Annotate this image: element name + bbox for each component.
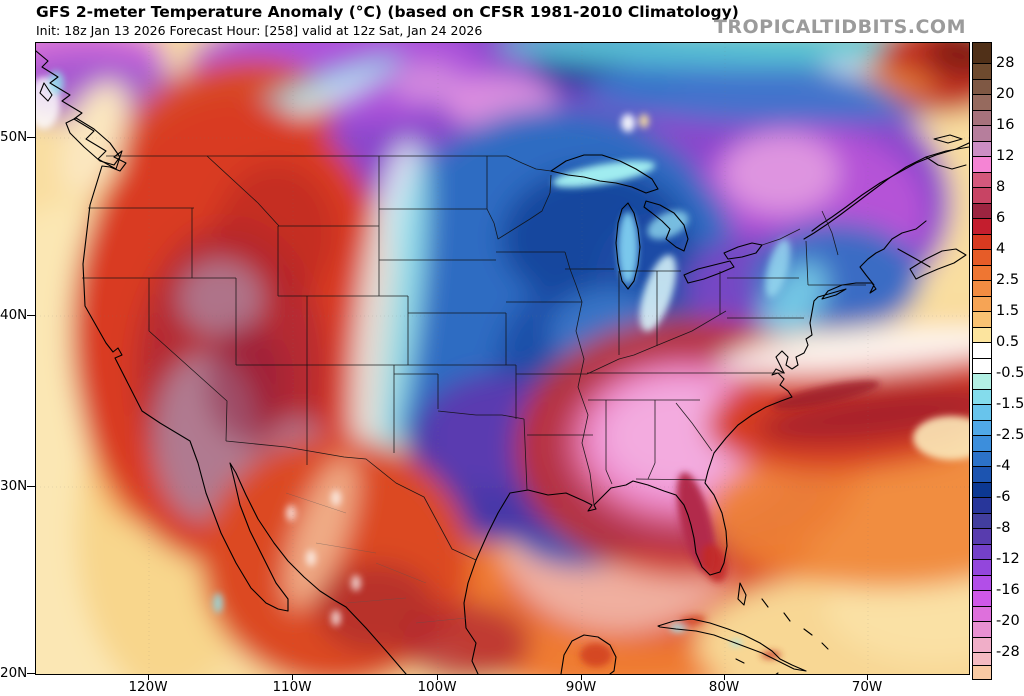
tropicaltidbits-watermark: TROPICALTIDBITS.COM: [713, 16, 966, 38]
colorbar-segment: [973, 188, 991, 204]
colorbar-label: 1.5: [996, 303, 1020, 319]
colorbar-segment: [973, 544, 991, 560]
colorbar-segment: [973, 358, 991, 374]
colorbar-label: -28: [996, 644, 1020, 660]
colorbar-label: -0.5: [996, 365, 1024, 381]
colorbar-labels: 28 20 16 12 8 6 4 2.5 1.5 0.5 -0.5 -1.5 -2.5 -4 -6 -8 -1…: [996, 42, 1024, 678]
colorbar-segment: [973, 343, 991, 359]
colorbar-segment: [973, 265, 991, 281]
colorbar-label: 8: [996, 179, 1006, 195]
lat-tick: [27, 315, 35, 316]
colorbar-label: -16: [996, 582, 1020, 598]
colorbar-segment: [973, 389, 991, 405]
lon-tick-label: 110W: [272, 679, 312, 695]
colorbar-label: -8: [996, 520, 1011, 536]
lon-tick: [148, 674, 149, 680]
lon-tick: [581, 674, 582, 680]
colorbar-segment: [973, 405, 991, 421]
anomaly-blobs-small: [36, 71, 969, 667]
colorbar-segment: [973, 141, 991, 157]
colorbar-segment: [973, 64, 991, 80]
lat-tick: [27, 137, 35, 138]
colorbar-label: 6: [996, 210, 1006, 226]
colorbar-segment: [973, 560, 991, 576]
lat-tick-label: 20N: [0, 665, 28, 681]
colorbar-segment: [973, 234, 991, 250]
colorbar-label: -1.5: [996, 396, 1024, 412]
colorbar-segment: [973, 312, 991, 328]
lat-tick: [27, 673, 35, 674]
colorbar-label: 4: [996, 241, 1006, 257]
colorbar-segment: [973, 529, 991, 545]
colorbar-label: -20: [996, 613, 1020, 629]
colorbar-segment: [973, 606, 991, 622]
colorbar-segment: [973, 281, 991, 297]
map-title: GFS 2-meter Temperature Anomaly (°C) (ba…: [36, 3, 739, 21]
colorbar-segment: [973, 513, 991, 529]
colorbar-segment: [973, 374, 991, 390]
colorbar-segment: [973, 666, 991, 679]
lon-tick-label: 70W: [851, 679, 883, 695]
colorbar-segment: [973, 79, 991, 95]
colorbar-label: 16: [996, 117, 1015, 133]
colorbar-segment: [973, 110, 991, 126]
temperature-anomaly-field: [36, 43, 969, 674]
colorbar-label: 2.5: [996, 272, 1020, 288]
colorbar-segment: [973, 296, 991, 312]
colorbar-segment: [973, 482, 991, 498]
colorbar-segment: [973, 172, 991, 188]
lon-tick: [867, 674, 868, 680]
lon-tick-label: 80W: [708, 679, 740, 695]
lon-tick-label: 100W: [417, 679, 457, 695]
mexico-state-borders: [285, 492, 467, 624]
lon-tick: [292, 674, 293, 680]
colorbar-segment: [973, 498, 991, 514]
map-subtitle: Init: 18z Jan 13 2026 Forecast Hour: [25…: [36, 23, 483, 38]
lat-tick-label: 30N: [0, 478, 28, 494]
anomaly-blobs-large: [36, 43, 969, 674]
colorbar-label: -12: [996, 551, 1020, 567]
colorbar-segment: [973, 43, 991, 64]
colorbar-segment: [973, 467, 991, 483]
lon-tick-label: 90W: [565, 679, 597, 695]
colorbar-segment: [973, 95, 991, 111]
colorbar-segment: [973, 622, 991, 638]
lat-tick: [27, 486, 35, 487]
colorbar-label: 28: [996, 55, 1015, 71]
lat-tick-label: 50N: [0, 129, 28, 145]
colorbar-label: 0.5: [996, 334, 1020, 350]
colorbar-segment: [973, 157, 991, 173]
colorbar: [972, 42, 992, 680]
colorbar-label: -2.5: [996, 427, 1024, 443]
map-canvas: [35, 42, 970, 675]
colorbar-segment: [973, 451, 991, 467]
colorbar-segment: [973, 203, 991, 219]
colorbar-segment: [973, 436, 991, 452]
colorbar-segment: [973, 653, 991, 666]
colorbar-segment: [973, 250, 991, 266]
colorbar-segment: [973, 637, 991, 653]
colorbar-label: 12: [996, 148, 1015, 164]
lon-tick-label: 120W: [128, 679, 168, 695]
colorbar-segment: [973, 575, 991, 591]
colorbar-label: -4: [996, 458, 1011, 474]
lat-tick-label: 40N: [0, 307, 28, 323]
colorbar-segment: [973, 591, 991, 607]
lon-tick: [437, 674, 438, 680]
lon-tick: [724, 674, 725, 680]
colorbar-segment: [973, 327, 991, 343]
state-borders: [82, 155, 866, 561]
colorbar-label: -6: [996, 489, 1011, 505]
colorbar-segment: [973, 219, 991, 235]
colorbar-label: 20: [996, 86, 1015, 102]
colorbar-segment: [973, 126, 991, 142]
colorbar-segment: [973, 420, 991, 436]
